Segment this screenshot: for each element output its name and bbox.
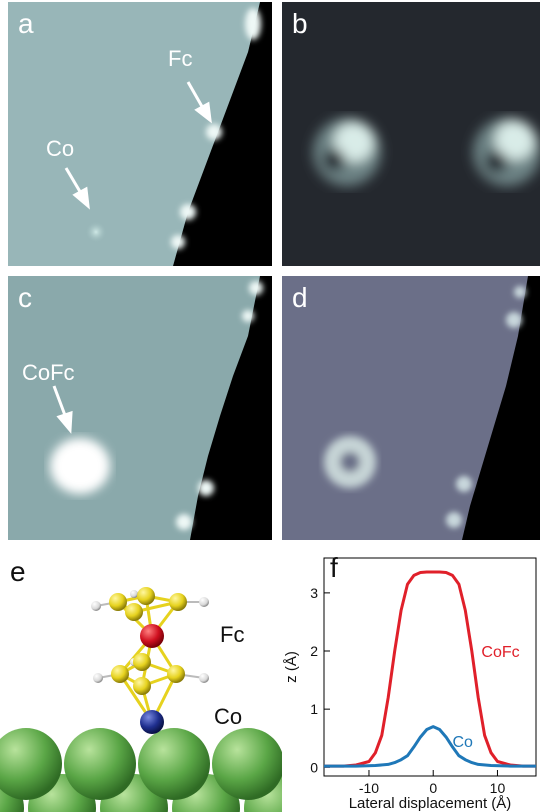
stm-image-a: [8, 2, 272, 266]
panel-f-height-profile: -10 0 10 0 1 2 3 CoFc Co Lateral displacement …: [282, 550, 540, 812]
carbon-atom: [167, 665, 185, 683]
stm-image-c: [8, 276, 272, 540]
carbon-atom: [133, 653, 151, 671]
y-tick-label: 0: [310, 759, 318, 775]
panel-a-stm-image: a Fc Co: [8, 2, 272, 266]
iron-atom: [140, 624, 164, 648]
label-co-atom: Co: [214, 704, 243, 729]
stm-image-d: [282, 276, 540, 540]
hydrogen-atom: [130, 590, 138, 598]
hydrogen-atom: [199, 597, 209, 607]
stm-image-b: [282, 2, 540, 266]
hydrogen-atom: [91, 601, 101, 611]
hydrogen-atom: [93, 673, 103, 683]
x-tick-label: 0: [429, 780, 437, 796]
x-tick-label: 10: [490, 780, 506, 796]
carbon-atom: [133, 677, 151, 695]
y-axis-label: z (Å): [283, 651, 300, 683]
arrow-co: [64, 167, 90, 210]
series-line-co: [324, 725, 536, 768]
plot-frame: [323, 557, 537, 777]
co-surface: [0, 728, 282, 812]
panel-label-f: f: [330, 552, 338, 583]
series-label-co: Co: [452, 734, 473, 751]
arrow-fc: [186, 81, 212, 124]
molecule-model: [0, 587, 282, 812]
panel-label-d: d: [292, 282, 308, 313]
panel-c-stm-image: c CoFc: [8, 276, 272, 540]
annotation-co: Co: [46, 136, 75, 161]
x-tick-label: -10: [359, 780, 379, 796]
panel-b-stm-image: b: [282, 2, 540, 266]
carbon-atom: [111, 665, 129, 683]
carbon-atom: [109, 593, 127, 611]
carbon-atom: [125, 603, 143, 621]
panel-label-a: a: [18, 8, 34, 39]
annotation-cofc: CoFc: [22, 360, 75, 385]
arrow-cofc: [52, 385, 73, 434]
annotation-fc: Fc: [168, 46, 193, 71]
panel-label-c: c: [18, 282, 32, 313]
series-line-cofc: [324, 570, 536, 768]
y-tick-label: 3: [310, 585, 318, 601]
y-tick-label: 2: [310, 643, 318, 659]
height-profile-chart: -10 0 10 0 1 2 3 CoFc Co Lateral displacement …: [283, 557, 537, 812]
axis-ticks: -10 0 10 0 1 2 3: [310, 585, 505, 796]
cobalt-atom: [140, 710, 164, 734]
label-fc-molecule: Fc: [220, 622, 245, 647]
hydrogen-atom: [199, 673, 209, 683]
panel-label-e: e: [10, 556, 26, 587]
panel-label-b: b: [292, 8, 308, 39]
carbon-atom: [169, 593, 187, 611]
y-tick-label: 1: [310, 701, 318, 717]
carbon-atom: [137, 587, 155, 605]
series-label-cofc: CoFc: [481, 644, 519, 661]
series-lines: [324, 570, 536, 768]
panel-e-molecular-model: e Fc Co: [0, 550, 282, 812]
panel-d-stm-image: d: [282, 276, 540, 540]
x-axis-label: Lateral displacement (Å): [349, 795, 512, 812]
